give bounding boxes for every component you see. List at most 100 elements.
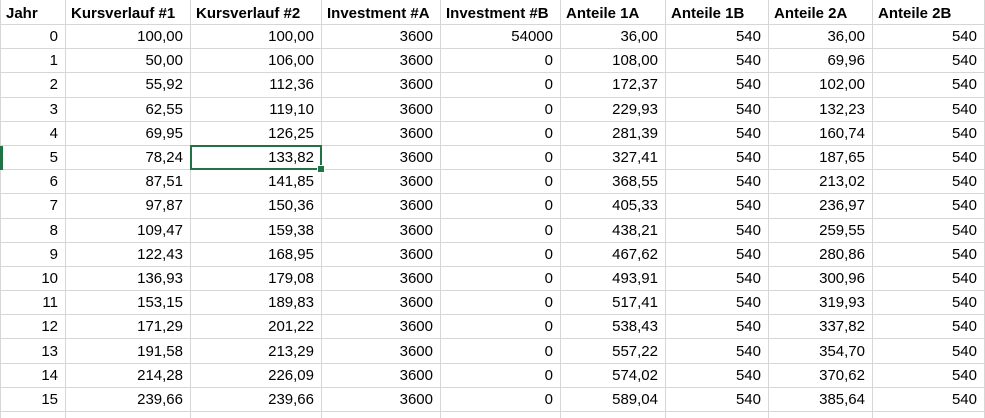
cell[interactable]: 201,22 bbox=[191, 315, 322, 340]
cell[interactable]: 3600 bbox=[322, 25, 441, 50]
cell[interactable]: 153,15 bbox=[66, 291, 191, 316]
column-header-cell[interactable]: Jahr bbox=[1, 2, 66, 25]
column-header-cell[interactable]: Investment #A bbox=[322, 2, 441, 25]
cell[interactable]: 14 bbox=[1, 363, 66, 388]
cell[interactable]: 540 bbox=[666, 49, 769, 74]
cell[interactable]: 6 bbox=[1, 170, 66, 195]
cell[interactable]: 3 bbox=[1, 97, 66, 122]
cell[interactable]: 87,51 bbox=[66, 170, 191, 195]
cell[interactable]: 62,55 bbox=[66, 97, 191, 122]
selected-cell[interactable]: 133,82 bbox=[190, 144, 325, 174]
cell[interactable]: 236,97 bbox=[769, 194, 873, 219]
cell[interactable]: 0 bbox=[441, 363, 561, 388]
cell[interactable]: 540 bbox=[873, 194, 985, 219]
cell[interactable]: 69,95 bbox=[66, 121, 191, 146]
cell[interactable]: 13 bbox=[1, 339, 66, 364]
cell[interactable]: 0 bbox=[441, 121, 561, 146]
cell[interactable]: 540 bbox=[666, 73, 769, 98]
column-header-cell[interactable]: Kursverlauf #1 bbox=[66, 2, 191, 25]
cell[interactable]: 3600 bbox=[322, 121, 441, 146]
cell[interactable]: 0 bbox=[441, 170, 561, 195]
cell[interactable]: 226,09 bbox=[191, 363, 322, 388]
cell[interactable]: 557,22 bbox=[561, 339, 666, 364]
cell[interactable]: 3600 bbox=[322, 73, 441, 98]
cell[interactable]: 540 bbox=[666, 194, 769, 219]
column-header-cell[interactable]: Anteile 2B bbox=[873, 2, 985, 25]
cell[interactable]: 0 bbox=[441, 218, 561, 243]
cell[interactable]: 213,29 bbox=[191, 339, 322, 364]
cell[interactable]: 102,00 bbox=[769, 73, 873, 98]
cell[interactable]: 540 bbox=[873, 242, 985, 267]
cell[interactable]: 229,93 bbox=[561, 97, 666, 122]
cell[interactable]: 8 bbox=[1, 218, 66, 243]
cell[interactable]: 179,08 bbox=[191, 266, 322, 292]
cell[interactable]: 141,85 bbox=[191, 170, 322, 195]
cell[interactable]: 100,00 bbox=[66, 25, 191, 50]
cell[interactable]: 0 bbox=[441, 339, 561, 364]
cell[interactable]: 108,00 bbox=[561, 49, 666, 74]
cell[interactable]: 540 bbox=[873, 266, 985, 292]
cell[interactable]: 540 bbox=[666, 387, 769, 412]
cell[interactable]: 187,65 bbox=[769, 145, 873, 171]
cell[interactable]: 239,66 bbox=[66, 387, 191, 412]
cell[interactable]: 540 bbox=[666, 97, 769, 122]
cell[interactable]: 337,82 bbox=[769, 315, 873, 340]
cell[interactable]: 214,28 bbox=[66, 363, 191, 388]
cell[interactable]: 540 bbox=[666, 145, 769, 171]
column-header-cell[interactable]: Investment #B bbox=[441, 2, 561, 25]
column-header-cell[interactable]: Kursverlauf #2 bbox=[191, 2, 322, 25]
cell[interactable]: 78,24 bbox=[66, 145, 191, 171]
cell[interactable]: 171,29 bbox=[66, 315, 191, 340]
cell[interactable]: 540 bbox=[873, 121, 985, 146]
cell[interactable]: 3600 bbox=[322, 363, 441, 388]
cell[interactable]: 160,74 bbox=[769, 121, 873, 146]
cell[interactable]: 354,70 bbox=[769, 339, 873, 364]
cell[interactable]: 112,36 bbox=[191, 73, 322, 98]
cell[interactable]: 2 bbox=[1, 73, 66, 98]
cell[interactable]: 4 bbox=[1, 121, 66, 146]
cell[interactable]: 368,55 bbox=[561, 170, 666, 195]
cell[interactable]: 122,43 bbox=[66, 242, 191, 267]
cell[interactable]: 438,21 bbox=[561, 218, 666, 243]
cell[interactable]: 540 bbox=[873, 315, 985, 340]
cell[interactable]: 385,64 bbox=[769, 387, 873, 412]
cell[interactable]: 159,38 bbox=[191, 218, 322, 243]
cell[interactable]: 0 bbox=[1, 25, 66, 50]
cell[interactable]: 540 bbox=[873, 49, 985, 74]
cell[interactable]: 370,62 bbox=[769, 363, 873, 388]
cell[interactable]: 3600 bbox=[322, 170, 441, 195]
cell[interactable]: 540 bbox=[873, 73, 985, 98]
cell[interactable]: 540 bbox=[666, 25, 769, 50]
cell[interactable]: 574,02 bbox=[561, 363, 666, 388]
cell[interactable]: 540 bbox=[666, 339, 769, 364]
cell[interactable]: 3600 bbox=[322, 266, 441, 292]
cell[interactable]: 150,36 bbox=[191, 194, 322, 219]
cell[interactable]: 3600 bbox=[322, 242, 441, 267]
cell[interactable]: 538,43 bbox=[561, 315, 666, 340]
cell[interactable]: 0 bbox=[441, 145, 561, 171]
cell[interactable]: 0 bbox=[441, 266, 561, 292]
cell[interactable]: 3600 bbox=[322, 145, 441, 171]
cell[interactable]: 69,96 bbox=[769, 49, 873, 74]
cell[interactable]: 0 bbox=[441, 73, 561, 98]
cell[interactable]: 540 bbox=[873, 291, 985, 316]
column-header-cell[interactable]: Anteile 2A bbox=[769, 2, 873, 25]
cell[interactable]: 540 bbox=[666, 291, 769, 316]
cell[interactable]: 9 bbox=[1, 242, 66, 267]
cell[interactable]: 119,10 bbox=[191, 97, 322, 122]
cell[interactable]: 540 bbox=[873, 363, 985, 388]
cell[interactable]: 189,83 bbox=[191, 291, 322, 316]
cell[interactable]: 0 bbox=[441, 49, 561, 74]
cell[interactable]: 0 bbox=[441, 194, 561, 219]
cell[interactable]: 50,00 bbox=[66, 49, 191, 74]
cell[interactable]: 132,23 bbox=[769, 97, 873, 122]
cell[interactable]: 97,87 bbox=[66, 194, 191, 219]
cell[interactable]: 7 bbox=[1, 194, 66, 219]
cell[interactable]: 213,02 bbox=[769, 170, 873, 195]
cell[interactable]: 517,41 bbox=[561, 291, 666, 316]
cell[interactable]: 3600 bbox=[322, 291, 441, 316]
cell[interactable]: 540 bbox=[873, 145, 985, 171]
cell[interactable]: 172,37 bbox=[561, 73, 666, 98]
cell[interactable]: 281,39 bbox=[561, 121, 666, 146]
cell[interactable]: 3600 bbox=[322, 315, 441, 340]
